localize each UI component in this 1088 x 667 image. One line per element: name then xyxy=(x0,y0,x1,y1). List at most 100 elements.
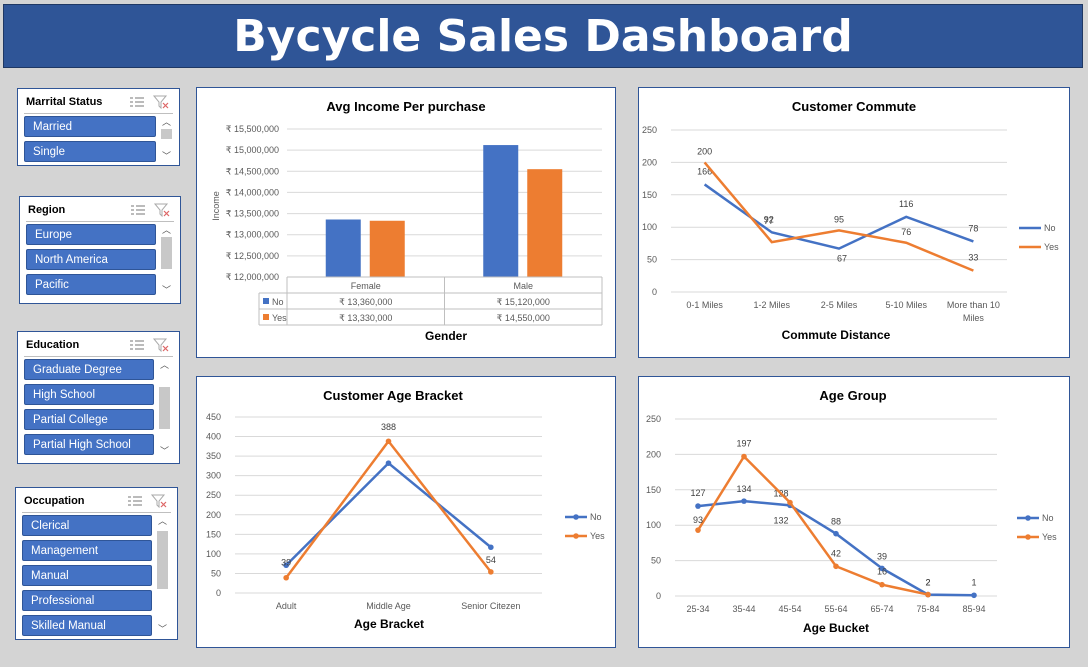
slicer-title: Marrital Status xyxy=(26,96,103,108)
data-point-yes xyxy=(741,453,747,460)
y-tick-label: 100 xyxy=(206,549,221,559)
data-point-no xyxy=(488,544,494,551)
data-label: 88 xyxy=(831,517,841,527)
scroll-up-icon[interactable]: ︿ xyxy=(157,516,167,526)
scroll-down-icon[interactable]: ﹀ xyxy=(161,151,171,161)
chart-age-group: Age Group 0 50 100 150 200 250 25-34 35-44 45-54 5… xyxy=(646,388,1057,635)
scroll-down-icon[interactable]: ﹀ xyxy=(157,624,167,634)
data-label: 166 xyxy=(697,166,712,176)
y-tick-label: 150 xyxy=(642,190,657,200)
y-tick-label: 50 xyxy=(211,568,221,578)
y-tick-label: 100 xyxy=(646,520,661,530)
multi-select-icon[interactable] xyxy=(127,494,143,508)
slicer-item-clerical[interactable]: Clerical xyxy=(22,515,152,536)
chart-avg-income: Avg Income Per purchase ₹ 12,000,000 ₹ 12,… xyxy=(211,99,603,343)
legend-label: Yes xyxy=(1042,532,1057,542)
slicer-item-married[interactable]: Married xyxy=(24,116,156,137)
legend-label: Yes xyxy=(590,531,605,541)
slicer-item-europe[interactable]: Europe xyxy=(26,224,156,245)
scroll-thumb[interactable] xyxy=(161,129,172,139)
data-point-yes xyxy=(833,563,839,570)
data-label: 2 xyxy=(925,578,930,588)
data-label: 16 xyxy=(877,567,887,577)
legend-label: Yes xyxy=(1044,242,1059,252)
chart-customer-age-bracket: Customer Age Bracket 0 50 100 150 200 250 300 35… xyxy=(206,388,605,631)
multi-select-icon[interactable] xyxy=(129,95,145,109)
y-tick-label: 450 xyxy=(206,412,221,422)
slicer-item-skilled-manual[interactable]: Skilled Manual xyxy=(22,615,152,636)
legend-label: Yes xyxy=(272,313,287,323)
legend-label: No xyxy=(272,297,284,307)
legend-marker xyxy=(573,514,579,520)
slicer-item-pacific[interactable]: Pacific xyxy=(26,274,156,295)
scroll-down-icon[interactable]: ﹀ xyxy=(161,285,171,295)
clear-filter-icon[interactable] xyxy=(153,203,170,218)
y-tick-label: 400 xyxy=(206,432,221,442)
scroll-up-icon[interactable]: ︿ xyxy=(159,360,169,370)
y-tick-label: 200 xyxy=(642,157,657,167)
y-tick-label: 250 xyxy=(646,414,661,424)
x-tick-label: 35-44 xyxy=(732,604,755,614)
scroll-thumb[interactable] xyxy=(157,531,168,589)
y-tick-label: 350 xyxy=(206,451,221,461)
scroll-thumb[interactable] xyxy=(161,237,172,269)
data-point-no xyxy=(741,498,747,504)
chart-title: Customer Age Bracket xyxy=(323,388,463,403)
y-tick-label: 0 xyxy=(652,287,657,297)
x-tick-label: 85-94 xyxy=(962,604,985,614)
multi-select-icon[interactable] xyxy=(129,338,145,352)
slicer-scrollbar[interactable]: ︿ ﹀ xyxy=(156,515,169,635)
legend-marker xyxy=(573,533,579,539)
y-tick-label: 0 xyxy=(216,588,221,598)
clear-filter-icon[interactable] xyxy=(152,95,169,110)
slicer-item-professional[interactable]: Professional xyxy=(22,590,152,611)
y-tick-label: 250 xyxy=(642,125,657,135)
data-label: 39 xyxy=(281,558,291,568)
slicer-item-management[interactable]: Management xyxy=(22,540,152,561)
bar-yes-female xyxy=(369,220,405,277)
slicer-item-graduate-degree[interactable]: Graduate Degree xyxy=(24,359,154,380)
data-point-yes xyxy=(787,499,793,506)
data-point-yes xyxy=(925,591,931,598)
slicer-header: Marrital Status xyxy=(24,93,173,114)
multi-select-icon[interactable] xyxy=(130,203,146,217)
dashboard-banner: Bycycle Sales Dashboard xyxy=(3,4,1083,68)
slicer-item-partial-college[interactable]: Partial College xyxy=(24,409,154,430)
data-label: 77 xyxy=(764,216,774,226)
scroll-up-icon[interactable]: ︿ xyxy=(161,225,171,235)
data-label: 95 xyxy=(834,214,844,224)
data-label: 78 xyxy=(968,223,978,233)
y-tick-label: ₹ 12,000,000 xyxy=(226,272,279,282)
clear-filter-icon[interactable] xyxy=(150,494,167,509)
slicer-scrollbar[interactable]: ︿ ﹀ xyxy=(160,224,173,296)
scroll-down-icon[interactable]: ﹀ xyxy=(159,446,169,456)
slicer-item-single[interactable]: Single xyxy=(24,141,156,162)
slicer-scrollbar[interactable]: ︿ ﹀ xyxy=(158,359,171,457)
slicer-education: Education Graduate Degree High School Pa… xyxy=(17,331,180,464)
slicer-header: Education xyxy=(24,336,173,357)
scroll-thumb[interactable] xyxy=(159,387,170,429)
x-tick-label: 5-10 Miles xyxy=(885,300,927,310)
data-label: 1 xyxy=(971,577,976,587)
slicer-item-partial-high-school[interactable]: Partial High School xyxy=(24,434,154,455)
slicer-marital-status: Marrital Status Married Single ︿ ﹀ xyxy=(17,88,180,166)
y-axis-label: Income xyxy=(211,191,221,221)
slicer-item-high-school[interactable]: High School xyxy=(24,384,154,405)
x-tick-label: Adult xyxy=(276,601,297,611)
data-label: 33 xyxy=(968,253,978,263)
slicer-scrollbar[interactable]: ︿ ﹀ xyxy=(160,116,173,162)
scroll-up-icon[interactable]: ︿ xyxy=(161,117,171,127)
panel-customer-commute: Customer Commute 0 50 100 150 200 250 0-1 Miles… xyxy=(638,87,1070,358)
slicer-item-manual[interactable]: Manual xyxy=(22,565,152,586)
bar-yes-male xyxy=(527,169,563,277)
clear-filter-icon[interactable] xyxy=(152,338,169,353)
slicer-item-north-america[interactable]: North America xyxy=(26,249,156,270)
slicer-title: Education xyxy=(26,339,80,351)
data-point-yes xyxy=(385,438,392,445)
data-label: 127 xyxy=(690,488,705,498)
panel-avg-income: Avg Income Per purchase ₹ 12,000,000 ₹ 12,… xyxy=(196,87,616,358)
x-axis-label: Commute Distance xyxy=(782,328,891,342)
x-tick-label: 1-2 Miles xyxy=(754,300,791,310)
x-tick-label: 25-34 xyxy=(686,604,709,614)
y-tick-label: 100 xyxy=(642,222,657,232)
